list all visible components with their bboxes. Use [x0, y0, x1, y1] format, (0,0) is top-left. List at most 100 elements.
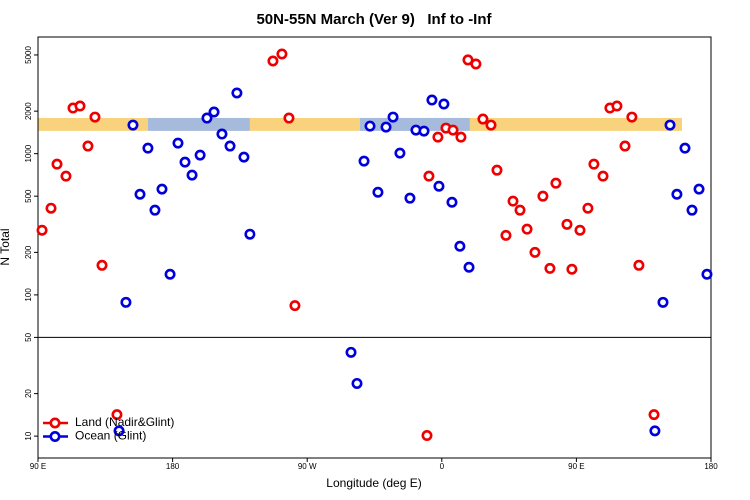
point — [514, 204, 526, 216]
point — [432, 131, 444, 143]
point — [544, 262, 556, 274]
y-tick-label: 200 — [24, 245, 33, 259]
x-axis-label: Longitude (deg E) — [326, 476, 421, 490]
point — [82, 140, 94, 152]
point — [550, 177, 562, 189]
point — [463, 261, 475, 273]
point — [426, 94, 438, 106]
y-tick-label: 5000 — [24, 46, 33, 64]
point — [60, 170, 72, 182]
point — [120, 296, 132, 308]
point — [500, 229, 512, 241]
point — [438, 98, 450, 110]
point — [537, 190, 549, 202]
point — [455, 131, 467, 143]
point — [404, 192, 416, 204]
point — [89, 111, 101, 123]
point — [421, 430, 433, 442]
y-axis-label: N Total — [0, 228, 12, 265]
point — [111, 409, 123, 421]
band-segment — [147, 117, 250, 131]
x-tick-label: 0 — [440, 462, 445, 471]
point — [447, 124, 459, 136]
point — [96, 259, 108, 271]
point — [358, 155, 370, 167]
point — [172, 137, 184, 149]
point — [446, 196, 458, 208]
point — [142, 142, 154, 154]
point — [633, 259, 645, 271]
point — [387, 111, 399, 123]
point — [574, 224, 586, 236]
point — [693, 183, 705, 195]
point — [45, 202, 57, 214]
point — [648, 409, 660, 421]
point — [507, 195, 519, 207]
y-tick-label: 20 — [24, 389, 33, 398]
y-tick-label: 10 — [24, 431, 33, 440]
point — [113, 425, 125, 437]
point — [134, 188, 146, 200]
y-tick-label: 500 — [24, 189, 33, 203]
x-tick-label: 90 E — [568, 462, 584, 471]
point — [179, 156, 191, 168]
point — [244, 228, 256, 240]
point — [149, 204, 161, 216]
point — [418, 125, 430, 137]
point — [380, 121, 392, 133]
x-tick-label: 180 — [166, 462, 180, 471]
point — [364, 120, 376, 132]
point — [561, 218, 573, 230]
point — [351, 377, 363, 389]
y-tick-label: 1000 — [24, 144, 33, 162]
point — [231, 87, 243, 99]
point — [216, 128, 228, 140]
y-tick-label: 50 — [24, 332, 33, 341]
point — [454, 240, 466, 252]
point — [686, 204, 698, 216]
point — [588, 158, 600, 170]
point — [566, 263, 578, 275]
point — [611, 100, 623, 112]
point — [477, 113, 489, 125]
point — [194, 149, 206, 161]
band-segment — [469, 117, 682, 131]
point — [679, 142, 691, 154]
point — [201, 112, 213, 124]
point — [649, 425, 661, 437]
point — [224, 140, 236, 152]
y-tick-label: 2000 — [24, 102, 33, 120]
point — [701, 268, 713, 280]
plot-frame — [37, 36, 712, 459]
point — [289, 300, 301, 312]
point — [74, 100, 86, 112]
y-tick-label: 100 — [24, 288, 33, 302]
point — [521, 223, 533, 235]
point — [664, 119, 676, 131]
point — [597, 170, 609, 182]
legend-marker — [49, 417, 61, 429]
x-tick-label: 180 — [704, 462, 718, 471]
point — [208, 106, 220, 118]
point — [470, 58, 482, 70]
legend-label: Land (Nadir&Glint) — [75, 415, 174, 429]
point — [657, 296, 669, 308]
point — [394, 147, 406, 159]
point — [127, 119, 139, 131]
point — [529, 246, 541, 258]
point — [372, 186, 384, 198]
chart-title: 50N-55N March (Ver 9) Inf to -Inf — [256, 11, 492, 28]
legend-marker — [49, 430, 61, 442]
point — [345, 346, 357, 358]
point — [626, 111, 638, 123]
point — [156, 183, 168, 195]
point — [51, 158, 63, 170]
point — [491, 164, 503, 176]
point — [619, 140, 631, 152]
legend-label: Ocean (Glint) — [75, 429, 146, 443]
x-tick-label: 90 W — [298, 462, 317, 471]
x-tick-label: 90 E — [30, 462, 46, 471]
point — [423, 170, 435, 182]
point — [433, 180, 445, 192]
band-segment — [38, 117, 148, 131]
